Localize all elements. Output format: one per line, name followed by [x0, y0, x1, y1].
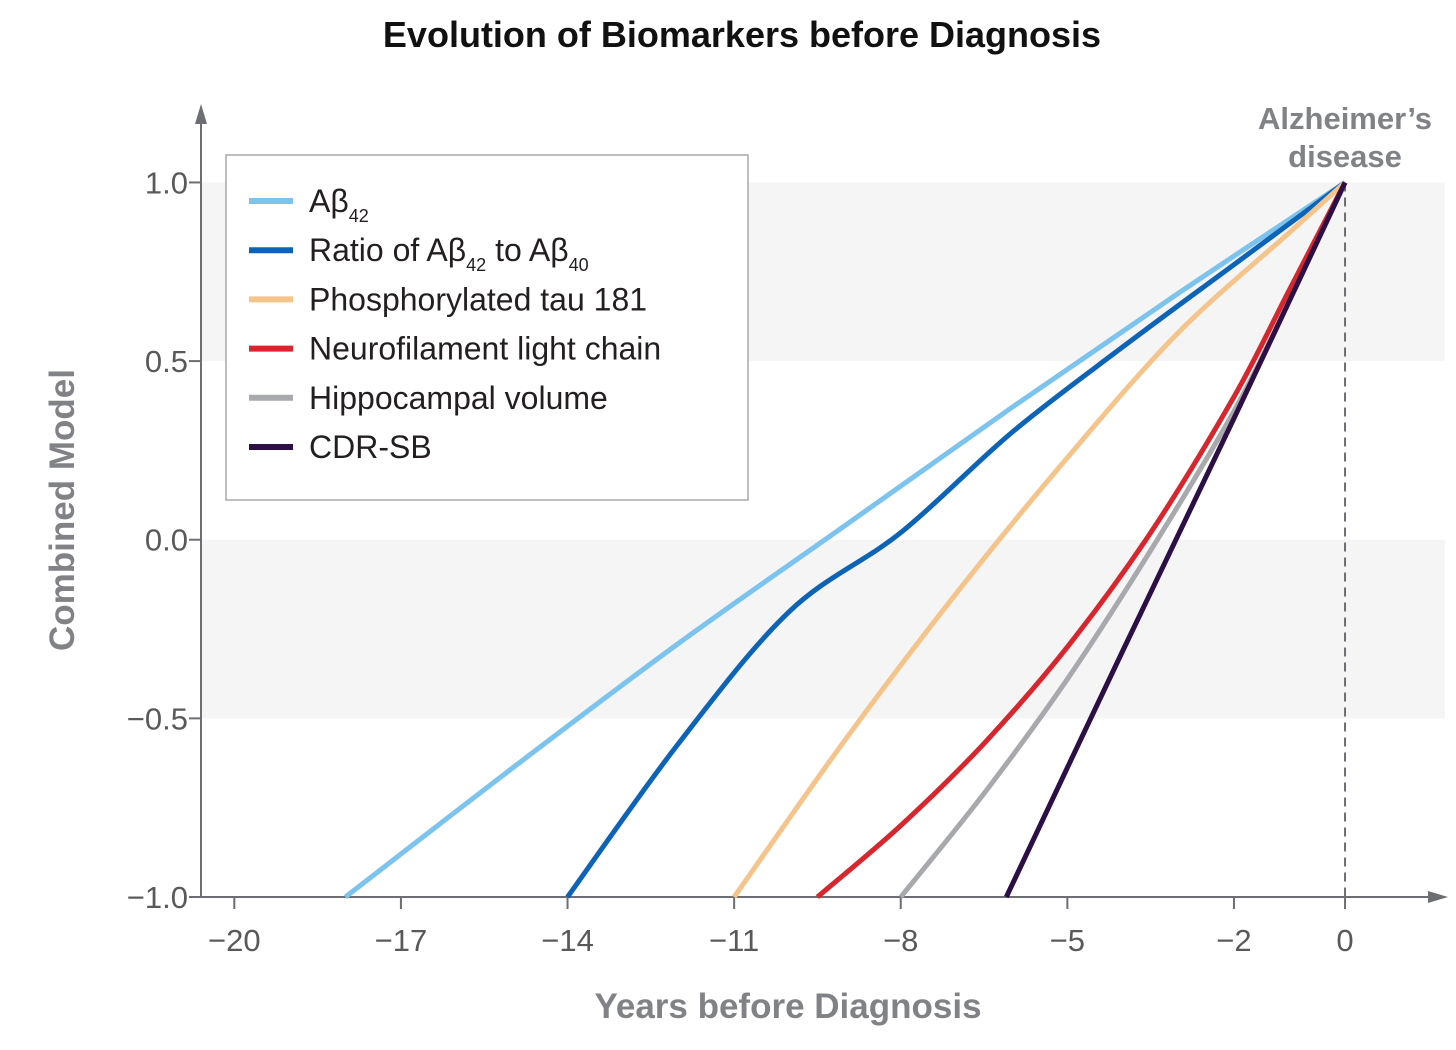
x-tick-label: −20	[208, 923, 261, 958]
legend-label: Aβ42	[309, 183, 369, 226]
series-line-3	[815, 181, 1348, 899]
x-tick-label: −17	[375, 923, 428, 958]
legend-label-part: 42	[349, 206, 369, 226]
legend-label-part: 42	[466, 255, 486, 275]
chart-title: Evolution of Biomarkers before Diagnosis	[383, 14, 1101, 55]
legend-label-part: Hippocampal volume	[309, 380, 608, 416]
x-axis-arrow	[1428, 891, 1448, 903]
y-axis-label: Combined Model	[43, 369, 82, 651]
x-ticks: −20 −17 −14 −11 −8 −5 −2 0	[208, 897, 1354, 958]
series-lines	[343, 180, 1348, 899]
legend-label-part: Ratio of Aβ	[309, 232, 466, 268]
y-tick-label: 1.0	[145, 165, 188, 200]
alzheimers-annotation: Alzheimer’s disease	[1258, 101, 1432, 174]
legend-label: Phosphorylated tau 181	[309, 281, 647, 317]
legend-label-part: Phosphorylated tau 181	[309, 281, 647, 317]
legend-label-part: CDR-SB	[309, 429, 432, 465]
legend-label: Ratio of Aβ42 to Aβ40	[309, 232, 589, 275]
x-tick-label: −8	[883, 923, 918, 958]
x-tick-label: −11	[709, 923, 759, 958]
series-line-0	[343, 180, 1347, 899]
annotation-line: disease	[1288, 139, 1402, 174]
y-ticks: 1.0 0.5 0.0 −0.5 −1.0	[127, 165, 201, 915]
legend-label: Hippocampal volume	[309, 380, 608, 416]
annotation-line: Alzheimer’s	[1258, 101, 1432, 136]
series-line-1	[565, 180, 1347, 899]
legend-label: Neurofilament light chain	[309, 331, 661, 367]
series-line-5	[1004, 181, 1348, 899]
y-tick-label: −1.0	[127, 880, 188, 915]
legend-label-part: Neurofilament light chain	[309, 331, 661, 367]
y-tick-label: 0.5	[145, 344, 188, 379]
x-tick-label: −5	[1050, 923, 1085, 958]
x-tick-label: 0	[1336, 923, 1353, 958]
y-axis-arrow	[195, 104, 207, 124]
legend-label-part: 40	[569, 255, 589, 275]
legend-label: CDR-SB	[309, 429, 432, 465]
legend-label-part: to Aβ	[486, 232, 568, 268]
y-tick-label: 0.0	[145, 523, 188, 558]
series-line-2	[732, 180, 1347, 899]
x-axis-label: Years before Diagnosis	[594, 987, 981, 1026]
y-tick-label: −0.5	[127, 701, 188, 736]
x-tick-label: −2	[1216, 923, 1251, 958]
x-tick-label: −14	[541, 923, 594, 958]
legend-label-part: Aβ	[309, 183, 349, 219]
band-1	[201, 539, 1445, 719]
legend-box	[225, 154, 749, 501]
